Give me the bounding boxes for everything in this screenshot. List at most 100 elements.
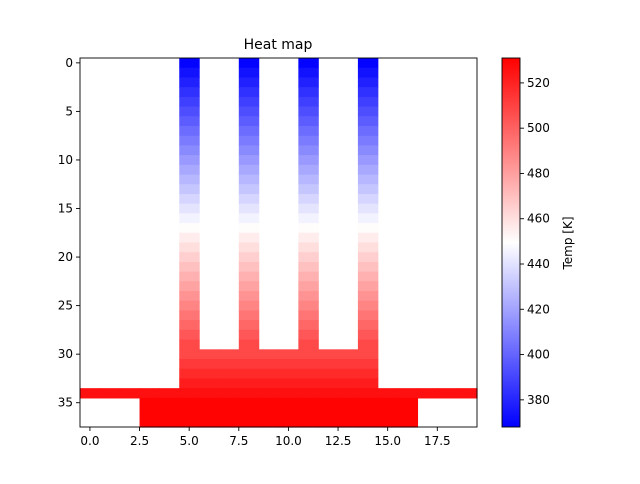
heatmap-cell <box>357 77 379 88</box>
heatmap-cell <box>179 67 200 79</box>
heatmap-cell <box>199 359 220 370</box>
heatmap-cell <box>298 184 319 195</box>
heatmap-cell <box>179 77 200 88</box>
heatmap-cell <box>99 388 121 399</box>
heatmap-cell <box>179 329 200 341</box>
heatmap-cell <box>238 368 260 380</box>
heatmap-cell <box>298 407 319 418</box>
heatmap-cell <box>278 407 299 418</box>
heatmap-cell <box>218 349 240 360</box>
heatmap-cell <box>357 184 379 195</box>
heatmap-cell <box>298 87 319 98</box>
tick-label: 520 <box>527 76 550 90</box>
heatmap-cell <box>258 378 280 389</box>
heatmap-cell <box>179 242 200 253</box>
heatmap-cell <box>397 388 419 399</box>
heatmap-cell <box>159 388 180 399</box>
heatmap-cell <box>258 397 280 409</box>
heatmap-cell <box>179 339 200 350</box>
tick-label: 15 <box>58 202 73 216</box>
heatmap-cell <box>199 368 220 380</box>
heatmap-cell <box>298 300 319 312</box>
heatmap-cell <box>357 106 379 117</box>
heatmap-cell <box>377 407 399 418</box>
heatmap-cell <box>357 164 379 176</box>
heatmap-cell <box>357 193 379 205</box>
tick-label: 460 <box>527 212 550 226</box>
heatmap-cell <box>238 193 260 205</box>
heatmap-cell <box>179 368 200 380</box>
tick-label: 400 <box>527 348 550 362</box>
heatmap-cell <box>397 397 419 409</box>
heatmap-cell <box>357 213 379 224</box>
heatmap-cell <box>298 223 319 234</box>
heatmap-cell <box>159 417 180 428</box>
heatmap-cell <box>318 417 339 428</box>
heatmap-cell <box>338 388 359 399</box>
heatmap-cell <box>357 232 379 244</box>
heatmap-cell <box>179 378 200 389</box>
heatmap-cell <box>238 242 260 253</box>
heatmap-cell <box>298 213 319 224</box>
heatmap-cell <box>179 213 200 224</box>
tick-label: 0 <box>65 56 73 70</box>
tick-label: 10 <box>58 153 73 167</box>
heatmap-cell <box>338 397 359 409</box>
heatmap-cell <box>357 310 379 321</box>
heatmap-cell <box>298 359 319 370</box>
heatmap-cell <box>278 417 299 428</box>
heatmap-cell <box>238 300 260 312</box>
heatmap-cell <box>218 359 240 370</box>
colorbar <box>501 57 521 428</box>
heatmap-cell <box>179 291 200 302</box>
tick-label: 7.5 <box>229 434 248 448</box>
heatmap-cell <box>179 96 200 108</box>
heatmap-cell <box>298 378 319 389</box>
heatmap-cell <box>238 174 260 185</box>
heatmap-cell <box>199 388 220 399</box>
heatmap-cell <box>357 252 379 263</box>
tick-label: 0.0 <box>80 434 99 448</box>
heatmap-cell <box>357 368 379 380</box>
heatmap-cell <box>298 417 319 428</box>
heatmap-cells <box>80 58 478 428</box>
heatmap-cell <box>199 417 220 428</box>
heatmap-cell <box>357 417 379 428</box>
heatmap-cell <box>357 125 379 137</box>
heatmap-cell <box>159 397 180 409</box>
heatmap-cell <box>238 388 260 399</box>
heatmap-cell <box>278 388 299 399</box>
heatmap-cell <box>218 378 240 389</box>
heatmap-cell <box>357 300 379 312</box>
heatmap-cell <box>179 417 200 428</box>
heatmap-cell <box>318 349 339 360</box>
heatmap-cell <box>238 155 260 166</box>
heatmap-cell <box>179 203 200 214</box>
heatmap-cell <box>298 203 319 214</box>
heatmap-cell <box>298 252 319 263</box>
heatmap-cell <box>357 87 379 98</box>
tick-label: 5.0 <box>180 434 199 448</box>
heatmap-cell <box>357 339 379 350</box>
tick-label: 480 <box>527 166 550 180</box>
heatmap-cell <box>199 407 220 418</box>
heatmap-cell <box>338 368 359 380</box>
heatmap-cell <box>179 174 200 185</box>
heatmap-cell <box>298 397 319 409</box>
heatmap-cell <box>179 320 200 331</box>
heatmap-cell <box>238 271 260 282</box>
heatmap-cell <box>298 77 319 88</box>
heatmap-cell <box>238 378 260 389</box>
heatmap-cell <box>357 261 379 273</box>
heatmap-cell <box>258 359 280 370</box>
tick-label: 30 <box>58 347 73 361</box>
heatmap-cell <box>179 184 200 195</box>
heatmap-cell <box>238 135 260 146</box>
heatmap-cell <box>318 397 339 409</box>
heatmap-cell <box>298 116 319 127</box>
heatmap-cell <box>238 67 260 79</box>
heatmap-cell <box>298 388 319 399</box>
heatmap-cell <box>357 155 379 166</box>
heatmap-cell <box>238 125 260 137</box>
